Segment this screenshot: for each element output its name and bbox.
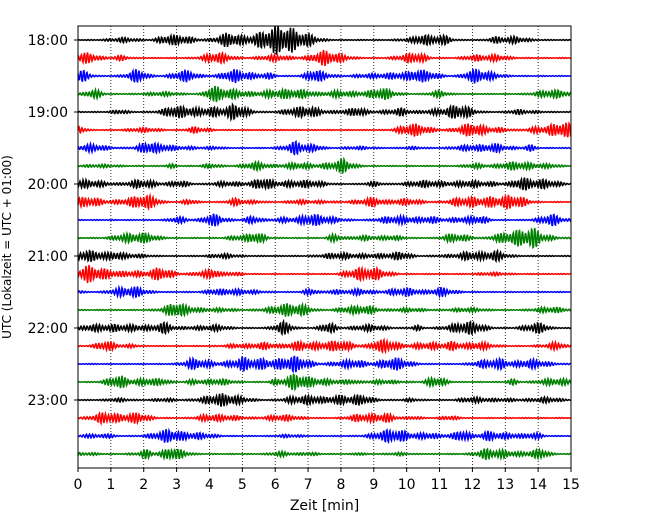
y-tick-label: 23:00 [28, 393, 68, 409]
y-tick-label: 18:00 [28, 33, 68, 49]
trace-2015 [77, 192, 572, 211]
trace-2115 [77, 264, 572, 284]
x-tick-label: 1 [106, 477, 115, 493]
trace-2000 [77, 176, 572, 191]
x-tick-label: 13 [496, 477, 514, 493]
plot-area [78, 26, 571, 468]
trace-1900 [77, 102, 572, 123]
trace-2300 [77, 392, 572, 407]
trace-2315 [77, 410, 572, 427]
trace-1815 [77, 49, 572, 66]
x-tick-label: 3 [172, 477, 181, 493]
x-tick-label: 5 [238, 477, 247, 493]
trace-2100 [77, 248, 572, 264]
trace-2145 [77, 301, 572, 318]
y-tick-label: 22:00 [28, 321, 68, 337]
x-tick-label: 4 [205, 477, 214, 493]
x-tick-label: 11 [431, 477, 449, 493]
x-tick-label: 8 [336, 477, 345, 493]
trace-2030 [77, 212, 572, 227]
traces [77, 25, 572, 462]
trace-1800 [77, 25, 572, 55]
trace-2200 [77, 318, 572, 337]
y-tick-label: 20:00 [28, 177, 68, 193]
x-tick-label: 12 [463, 477, 481, 493]
plot-frame [77, 25, 572, 469]
trace-2230 [77, 355, 572, 374]
trace-2045 [77, 227, 572, 249]
x-ticks: 0 1 2 3 4 5 6 7 8 9 10 11 12 13 14 15 [74, 468, 580, 493]
trace-1845 [77, 85, 572, 103]
trace-1930 [77, 139, 572, 156]
trace-1830 [77, 68, 572, 84]
trace-2130 [77, 284, 572, 300]
y-axis-label: UTC (Lokalzeit = UTC + 01:00) [0, 155, 14, 339]
x-tick-label: 14 [529, 477, 547, 493]
y-tick-label: 19:00 [28, 105, 68, 121]
y-tick-label: 21:00 [28, 249, 68, 265]
trace-2215 [77, 337, 572, 355]
x-tick-label: 6 [271, 477, 280, 493]
x-tick-label: 9 [369, 477, 378, 493]
y-ticks: 18:00 19:00 20:00 21:00 22:00 23:00 [28, 33, 78, 409]
trace-2345 [77, 447, 572, 462]
x-tick-label: 15 [562, 477, 580, 493]
trace-1945 [77, 156, 572, 174]
x-tick-label: 0 [74, 477, 83, 493]
trace-1915 [77, 121, 572, 138]
x-axis-label: Zeit [min] [290, 498, 359, 514]
x-tick-label: 10 [398, 477, 416, 493]
trace-2330 [77, 427, 572, 445]
x-tick-label: 2 [139, 477, 148, 493]
trace-2245 [77, 373, 572, 392]
x-tick-label: 7 [304, 477, 313, 493]
